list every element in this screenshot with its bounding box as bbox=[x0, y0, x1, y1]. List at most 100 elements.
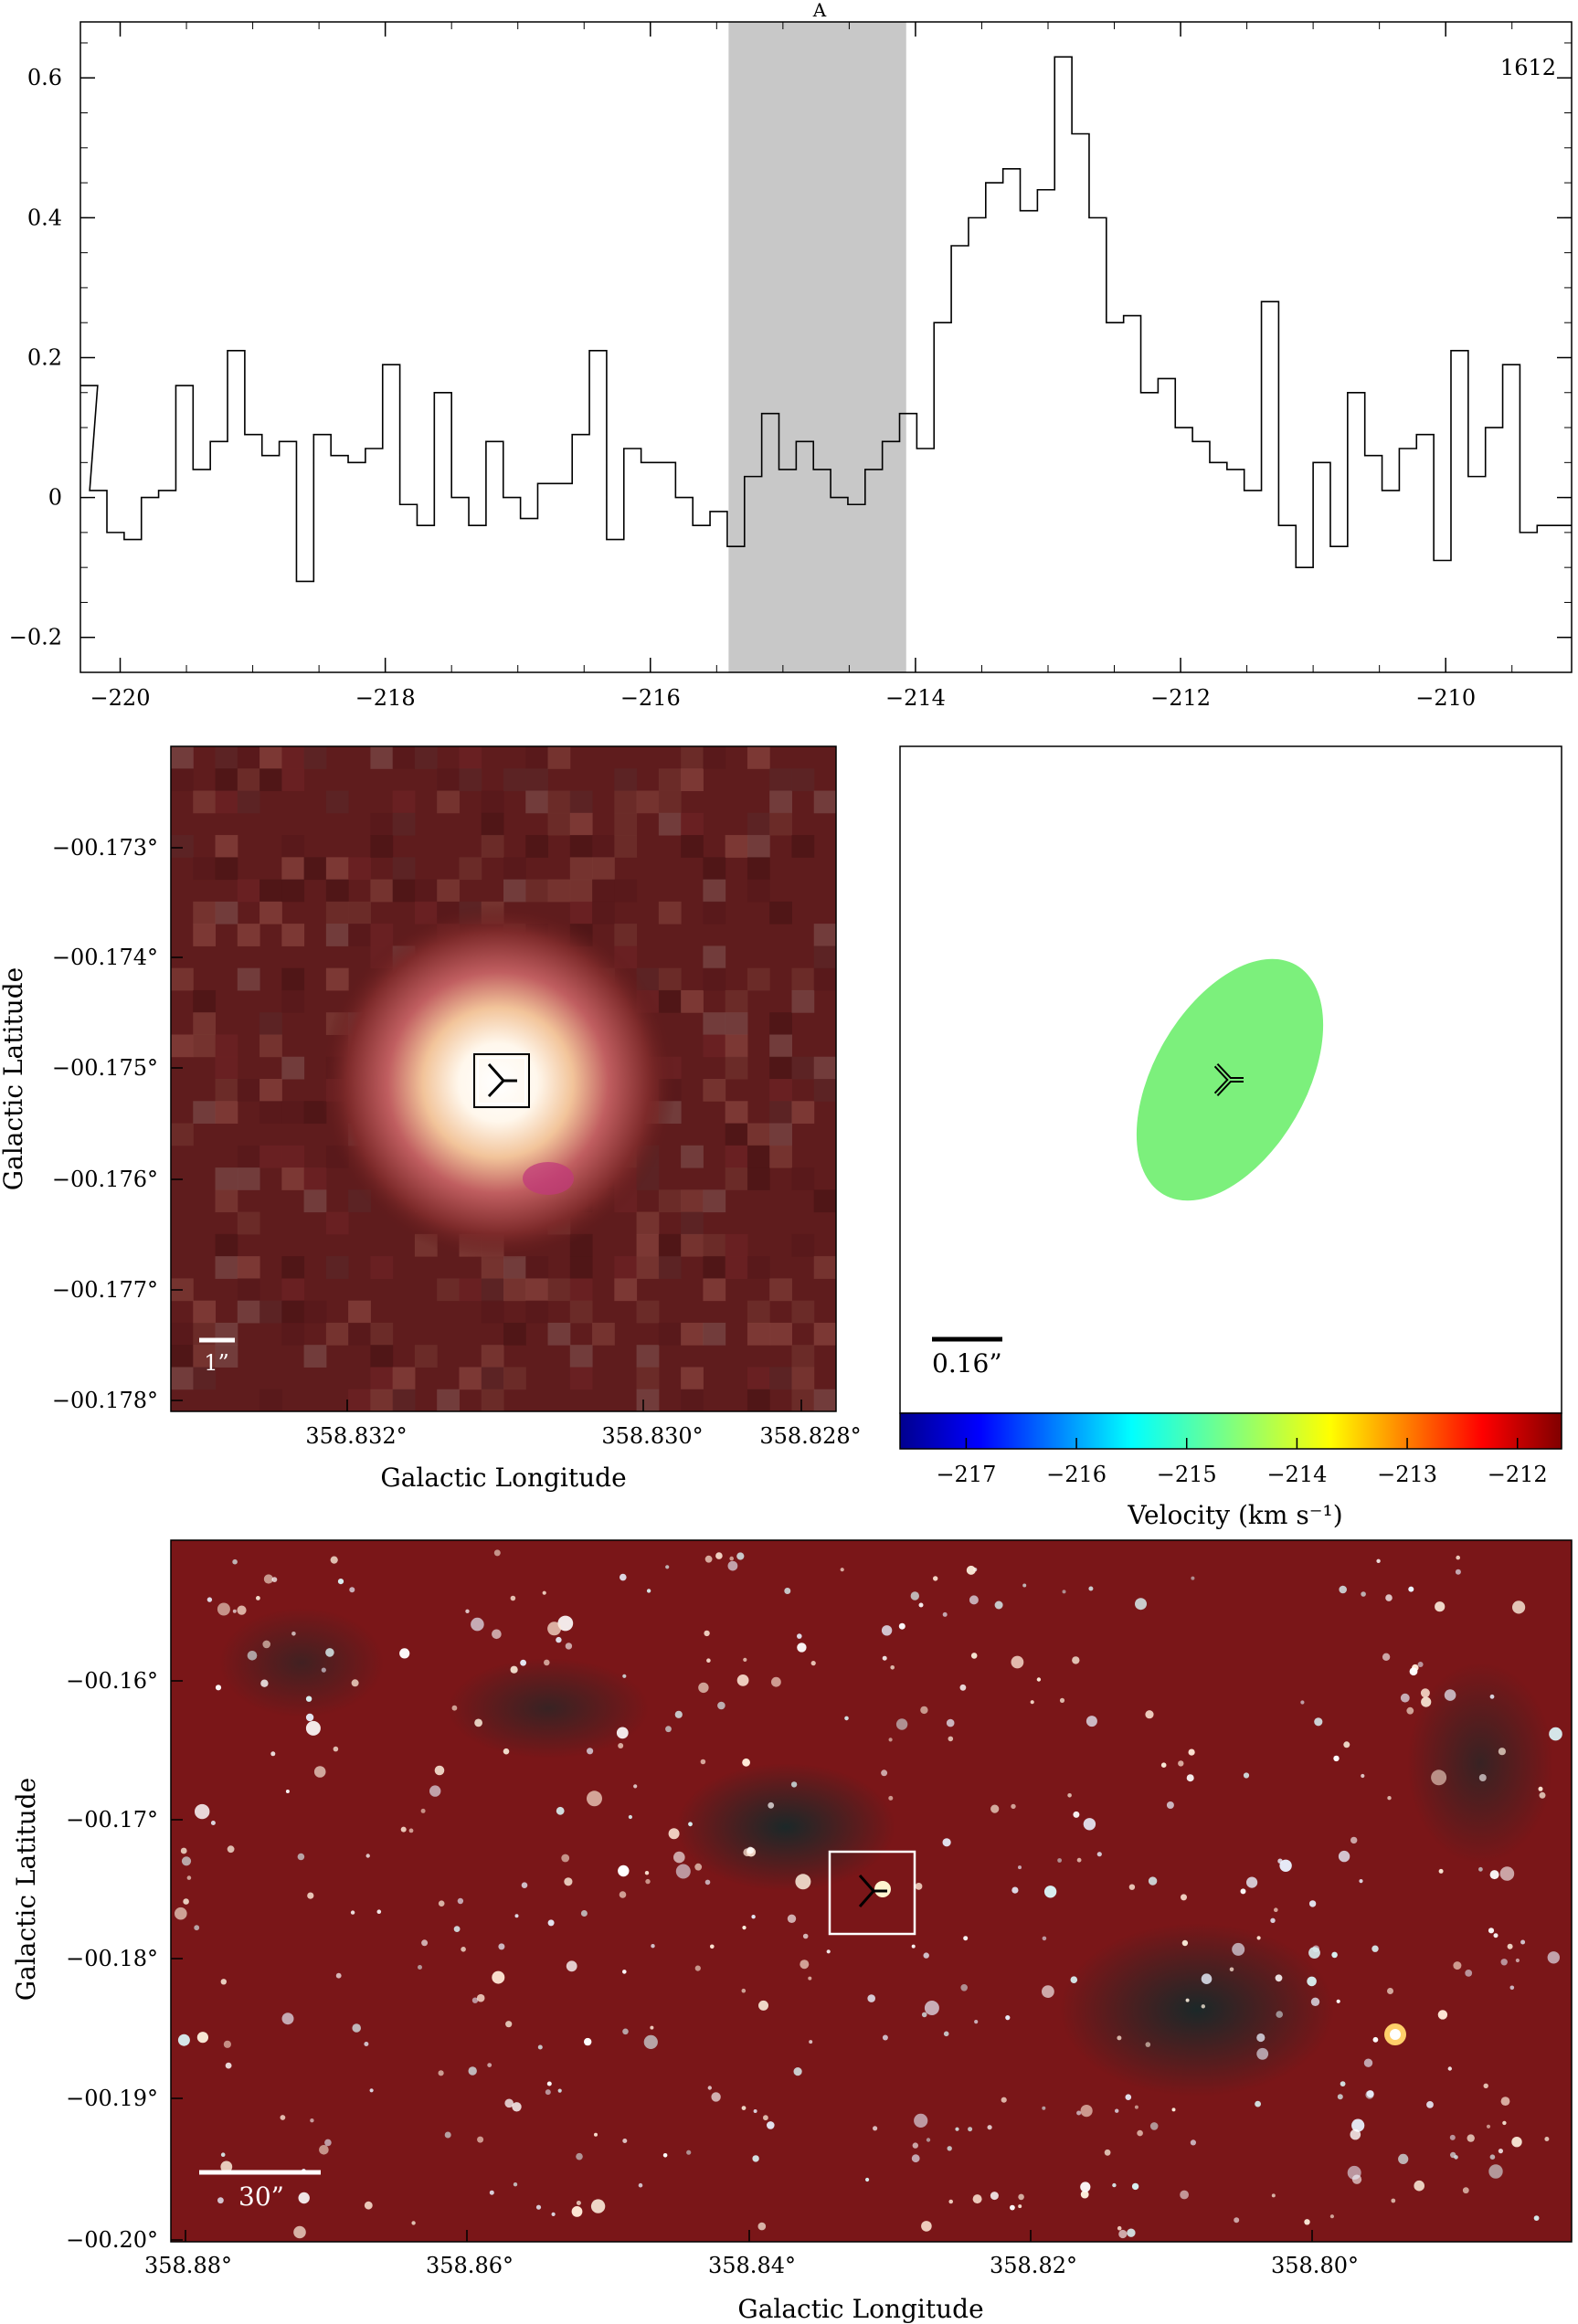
zoom-pixel bbox=[681, 1211, 704, 1235]
zoom-pixel bbox=[392, 879, 416, 903]
star bbox=[547, 1622, 562, 1636]
zoom-pixel bbox=[259, 768, 282, 792]
zoom-pixel bbox=[259, 746, 282, 769]
star bbox=[620, 1573, 627, 1581]
star bbox=[1431, 1769, 1447, 1786]
zoom-pixel bbox=[303, 1300, 327, 1324]
star bbox=[471, 1997, 479, 2003]
zoom-pixel bbox=[303, 1189, 327, 1213]
zoom-y-axis-label: Galactic Latitude bbox=[0, 967, 28, 1190]
star bbox=[758, 2000, 768, 2011]
star bbox=[220, 2152, 226, 2157]
star bbox=[1117, 2035, 1122, 2041]
zoom-pixel bbox=[636, 1300, 660, 1324]
star bbox=[321, 1667, 326, 1673]
zoom-pixel bbox=[259, 901, 282, 924]
zoom-pixel bbox=[259, 1079, 282, 1102]
zoom-pixel bbox=[747, 1300, 770, 1324]
zoom-pixel bbox=[747, 1322, 770, 1346]
zoom-pixel bbox=[747, 835, 770, 858]
bright-orange-star-core bbox=[1390, 2029, 1401, 2040]
zoom-pixel bbox=[237, 1278, 260, 1302]
star bbox=[369, 2088, 374, 2093]
zoom-pixel bbox=[791, 1056, 815, 1080]
zoom-pixel bbox=[481, 1278, 504, 1302]
star bbox=[926, 2138, 931, 2142]
colorbar-tick-label: −215 bbox=[1157, 1462, 1217, 1487]
zoom-pixel bbox=[193, 1367, 217, 1390]
colorbar-tick-label: −214 bbox=[1266, 1462, 1327, 1487]
zoom-pixel bbox=[215, 835, 238, 858]
star bbox=[1450, 2151, 1456, 2159]
zoom-y-tick-label: −00.175° bbox=[52, 1055, 158, 1081]
star bbox=[1274, 1907, 1278, 1912]
star bbox=[330, 1556, 338, 1564]
star bbox=[580, 1910, 588, 1917]
zoom-pixel bbox=[703, 1233, 726, 1257]
star bbox=[1073, 1811, 1080, 1818]
star bbox=[1145, 1710, 1154, 1719]
star bbox=[324, 2139, 332, 2147]
star bbox=[1499, 1866, 1515, 1881]
star bbox=[514, 1914, 519, 1918]
star bbox=[453, 1926, 461, 1933]
zoom-pixel bbox=[171, 835, 194, 858]
star bbox=[1229, 1967, 1234, 1972]
star bbox=[1408, 1586, 1414, 1592]
wide-x-tick-label: 358.84° bbox=[708, 2253, 796, 2278]
zoom-pixel bbox=[459, 857, 482, 881]
zoom-pixel bbox=[171, 1345, 194, 1368]
zoom-pixel bbox=[813, 1056, 837, 1080]
zoom-pixel bbox=[813, 1389, 837, 1412]
star bbox=[305, 1713, 314, 1722]
zoom-pixel bbox=[636, 1233, 660, 1257]
star bbox=[444, 2131, 451, 2139]
zoom-pixel bbox=[414, 746, 438, 769]
zoom-pixel bbox=[370, 879, 394, 903]
star bbox=[1180, 2190, 1189, 2200]
star bbox=[741, 1988, 747, 1993]
star bbox=[1160, 1762, 1167, 1768]
zoom-pixel bbox=[370, 1345, 394, 1368]
zoom-pixel bbox=[325, 924, 349, 946]
star bbox=[921, 2221, 932, 2232]
star bbox=[1181, 1894, 1187, 1901]
spectrum-y-tick-label: 0.2 bbox=[27, 344, 62, 370]
star bbox=[1343, 1741, 1350, 1748]
zoom-pixel bbox=[193, 924, 217, 946]
zoom-pixel bbox=[658, 1189, 682, 1213]
star bbox=[643, 2034, 658, 2049]
spectrum-x-tick-label: −220 bbox=[90, 685, 151, 711]
zoom-pixel bbox=[503, 1322, 526, 1346]
colorbar-tick-label: −213 bbox=[1377, 1462, 1437, 1487]
zoom-pixel bbox=[348, 857, 371, 881]
star bbox=[873, 2126, 878, 2131]
star bbox=[800, 1960, 810, 1970]
zoom-pixel bbox=[769, 901, 792, 924]
star bbox=[181, 1856, 192, 1866]
star bbox=[1030, 1700, 1034, 1705]
star bbox=[1339, 1585, 1347, 1594]
zoom-pixel bbox=[237, 1079, 260, 1102]
zoom-pixel bbox=[215, 1056, 238, 1080]
star bbox=[1042, 1936, 1047, 1941]
zoom-pixel bbox=[725, 1034, 748, 1058]
zoom-pixel bbox=[614, 790, 638, 814]
zoom-pixel bbox=[725, 989, 748, 1013]
star bbox=[571, 2206, 583, 2217]
zoom-pixel bbox=[370, 746, 394, 769]
zoom-pixel bbox=[636, 1345, 660, 1368]
star bbox=[1398, 2153, 1409, 2164]
star bbox=[753, 2109, 757, 2113]
zoom-pixel bbox=[481, 812, 504, 836]
zoom-pixel bbox=[791, 989, 815, 1013]
zoom-pixel bbox=[813, 1189, 837, 1213]
star bbox=[225, 2062, 232, 2069]
star bbox=[280, 2115, 286, 2120]
star bbox=[1493, 1933, 1499, 1938]
star bbox=[351, 1679, 359, 1687]
zoom-pixel bbox=[481, 1389, 504, 1412]
zoom-pixel bbox=[569, 1300, 593, 1324]
star bbox=[584, 2037, 592, 2046]
colorbar-label: Velocity (km s⁻¹) bbox=[1127, 1500, 1342, 1530]
